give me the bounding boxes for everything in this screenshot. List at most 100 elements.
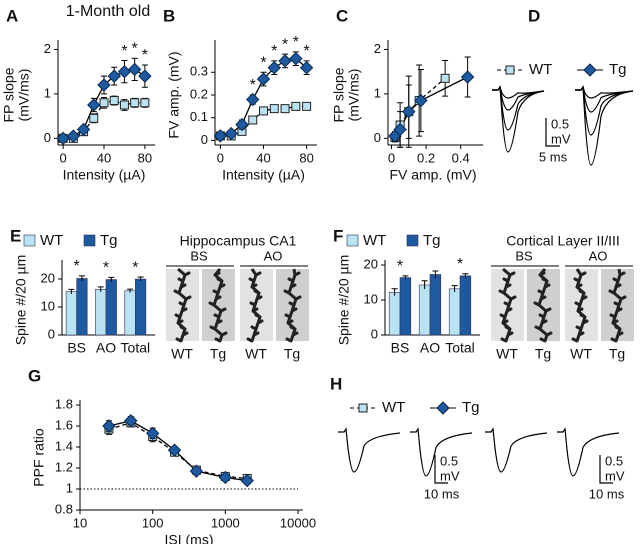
significance: *: [121, 43, 127, 60]
trace: [410, 427, 473, 477]
marker: [119, 100, 129, 110]
marker: [269, 104, 279, 114]
micrograph: [202, 269, 235, 341]
x-axis-label: Intensity (µA): [222, 167, 305, 183]
legend-swatch: [83, 234, 96, 247]
micrograph-label: Tg: [284, 346, 300, 362]
chart-title: 1-Month old: [66, 3, 151, 20]
y-tick-label: 1.6: [55, 417, 73, 432]
bar: [135, 278, 147, 336]
x-tick-label: 40: [256, 150, 270, 165]
x-tick-label: 0.4: [452, 150, 470, 165]
scale-label: mV: [551, 131, 571, 146]
bar: [124, 290, 136, 336]
marker: [66, 129, 81, 143]
y-axis-label: PPF ratio: [31, 428, 47, 487]
legend-swatch: [346, 234, 359, 247]
y-tick-label: 0.8: [55, 501, 73, 516]
panel-label: H: [330, 374, 342, 393]
significance: *: [250, 77, 256, 94]
marker: [224, 126, 238, 141]
marker: [99, 98, 109, 108]
x-tick-label: 1000: [211, 515, 240, 530]
y-tick-label: 20: [41, 270, 55, 285]
significance: *: [103, 260, 109, 277]
micrograph-label: Tg: [210, 346, 226, 362]
significance: *: [260, 54, 266, 71]
micrograph-title: Cortical Layer II/III: [506, 233, 620, 249]
y-tick-label: 0: [371, 326, 378, 341]
panel-label: A: [6, 6, 18, 25]
marker: [246, 92, 260, 107]
y-tick-label: 20: [364, 256, 378, 271]
marker: [460, 70, 475, 84]
significance: *: [142, 47, 148, 64]
legend-swatch: [406, 234, 419, 247]
legend-label: WT: [529, 61, 552, 78]
trace: [575, 85, 634, 99]
bar: [429, 274, 442, 336]
marker: [393, 122, 407, 137]
marker: [189, 464, 204, 478]
significance: *: [132, 259, 138, 276]
marker: [235, 117, 249, 132]
x-tick-label: Total: [445, 340, 475, 356]
legend-label: WT: [363, 232, 386, 249]
y-tick-label: 1.2: [55, 459, 73, 474]
marker: [248, 115, 258, 125]
bar: [459, 275, 472, 336]
marker: [302, 101, 312, 111]
y-tick-label: 1: [44, 85, 51, 100]
error-bar: [108, 276, 115, 282]
x-axis-label: ISI (ms): [165, 532, 214, 544]
panel-label: F: [333, 226, 343, 245]
y-tick-label: 0.1: [190, 109, 208, 124]
marker: [259, 106, 268, 116]
y-tick-label: 1.8: [55, 396, 73, 411]
marker: [124, 414, 138, 428]
x-tick-label: 10000: [280, 515, 316, 530]
group-label: AO: [589, 248, 608, 263]
legend-label: WT: [40, 232, 63, 249]
marker: [87, 98, 101, 112]
dendrite: [571, 268, 589, 343]
trace: [557, 427, 620, 477]
error-bar: [137, 276, 144, 281]
marker: [145, 426, 160, 441]
error-bar: [127, 288, 134, 293]
bar: [399, 277, 412, 336]
trace: [492, 85, 545, 153]
y-tick-label: 1: [374, 85, 381, 100]
dendrite: [173, 267, 192, 343]
legend-swatch: [23, 234, 36, 247]
significance: *: [457, 256, 463, 273]
x-axis-label: Intensity (µA): [63, 167, 146, 183]
scale-label: 10 ms: [589, 486, 625, 501]
y-axis-label: FV amp. (mV): [166, 51, 182, 138]
y-tick-label: 10: [41, 298, 55, 313]
legend-marker: [358, 403, 368, 413]
trace: [492, 85, 545, 131]
error-bar: [451, 285, 458, 292]
scale-label: mV: [440, 468, 460, 483]
y-tick-label: 2: [44, 41, 51, 56]
group-label: AO: [264, 248, 283, 263]
scale-bar: [434, 455, 448, 484]
marker: [240, 473, 254, 488]
marker: [402, 104, 416, 119]
micrograph-label: WT: [171, 346, 193, 362]
bar: [448, 288, 461, 336]
error-bar: [432, 270, 439, 278]
x-tick-label: 100: [142, 515, 164, 530]
x-tick-label: 10: [73, 515, 87, 530]
x-tick-label: 80: [299, 150, 313, 165]
significance: *: [397, 258, 403, 275]
bar: [105, 279, 117, 336]
bar: [418, 284, 431, 336]
trace: [492, 85, 545, 99]
marker: [167, 443, 182, 457]
marker: [280, 104, 290, 114]
trace: [575, 85, 634, 136]
y-tick-label: 0: [201, 132, 208, 147]
